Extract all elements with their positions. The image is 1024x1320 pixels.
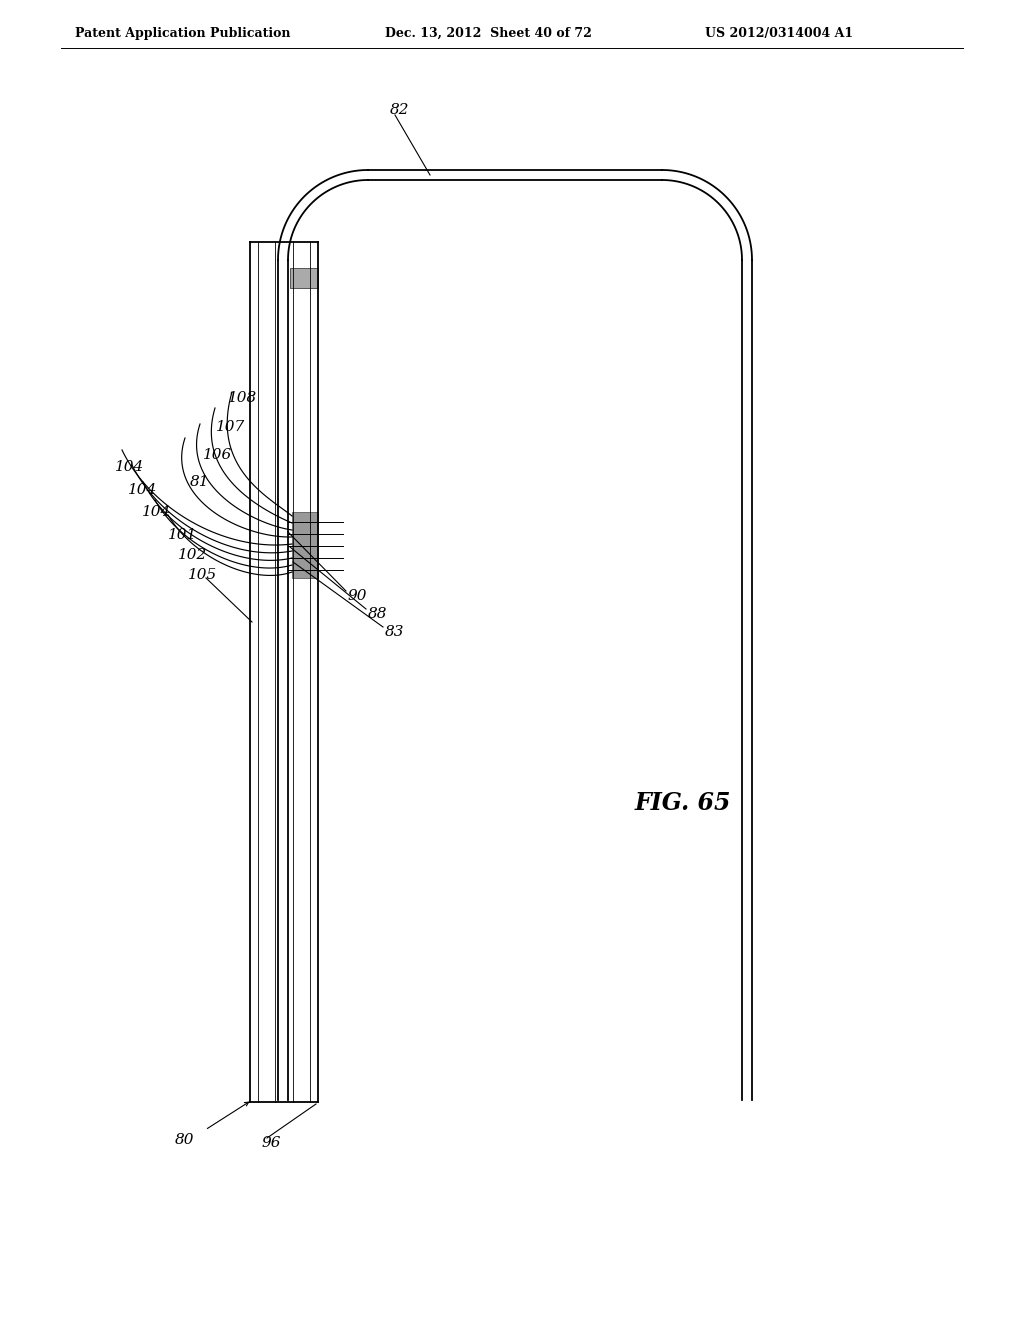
Text: 107: 107 [216, 420, 246, 434]
Text: Dec. 13, 2012  Sheet 40 of 72: Dec. 13, 2012 Sheet 40 of 72 [385, 26, 592, 40]
Text: 81: 81 [190, 475, 210, 488]
Text: Patent Application Publication: Patent Application Publication [75, 26, 291, 40]
Text: 104: 104 [128, 483, 158, 498]
Text: 104: 104 [142, 506, 171, 519]
Text: 82: 82 [390, 103, 410, 117]
Text: 101: 101 [168, 528, 198, 543]
Text: 96: 96 [262, 1137, 282, 1150]
Text: 90: 90 [348, 589, 368, 603]
Text: 83: 83 [385, 624, 404, 639]
Text: 104: 104 [115, 459, 144, 474]
Text: 88: 88 [368, 607, 387, 620]
Text: 108: 108 [228, 391, 257, 405]
Text: US 2012/0314004 A1: US 2012/0314004 A1 [705, 26, 853, 40]
Text: 105: 105 [188, 568, 217, 582]
Text: 102: 102 [178, 548, 207, 562]
Bar [292, 512, 318, 578]
Text: FIG. 65: FIG. 65 [635, 791, 731, 814]
Text: 106: 106 [203, 447, 232, 462]
Bar [290, 268, 318, 288]
Text: 80: 80 [175, 1133, 195, 1147]
